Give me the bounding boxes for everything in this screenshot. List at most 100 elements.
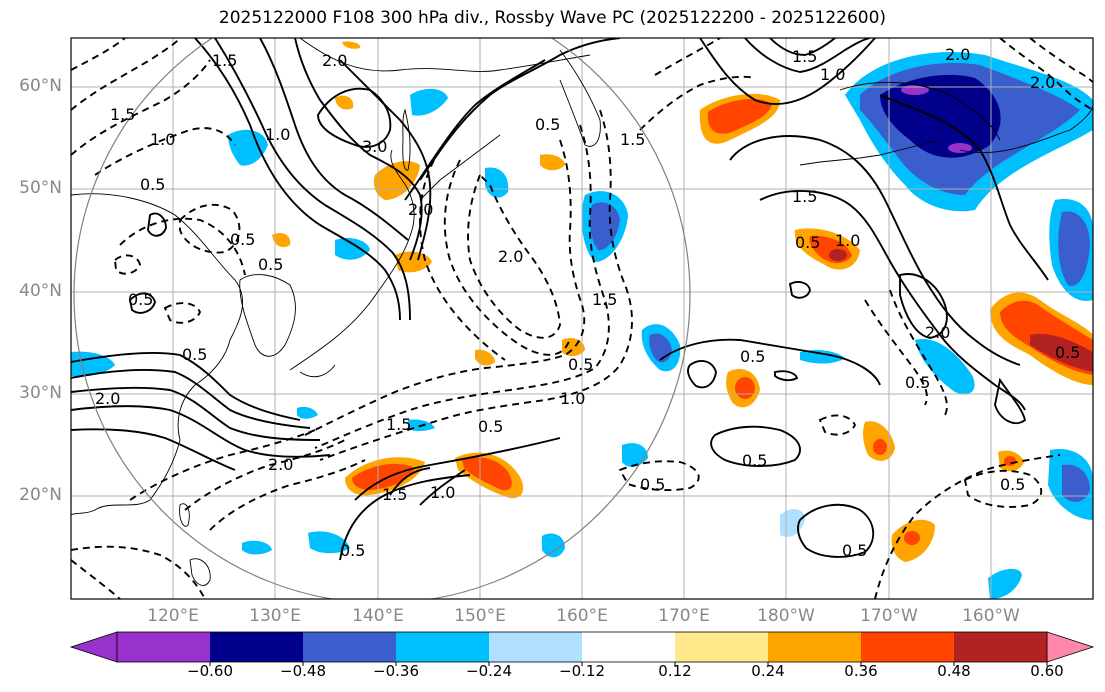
colorbar-tick-label: −0.36 — [373, 662, 419, 680]
lat-label: 40°N — [19, 281, 62, 301]
positive-div-area — [462, 457, 512, 491]
contour-line — [963, 469, 1043, 508]
contour-line — [114, 254, 141, 275]
coastline-kuril — [419, 134, 501, 201]
contour-line — [71, 38, 126, 71]
contour-line — [687, 360, 717, 389]
negative-div-area — [410, 88, 448, 116]
negative-div-area — [1058, 211, 1090, 286]
contour-line — [71, 59, 211, 156]
contour-line — [994, 377, 1027, 425]
colorbar-tick-label: −0.60 — [187, 662, 233, 680]
contour-line — [179, 203, 241, 254]
contour-line — [419, 149, 506, 361]
contour-label: 0.5 — [1055, 343, 1080, 362]
contour-line — [744, 38, 871, 73]
lon-label: 150°E — [454, 606, 506, 626]
contour-line — [443, 159, 571, 356]
contour-label: 0.5 — [905, 373, 930, 392]
contour-label: 0.5 — [842, 541, 867, 560]
contour-line — [879, 94, 1049, 281]
negative-div-area — [242, 540, 272, 555]
negative-div-area — [915, 339, 975, 395]
colorbar-swatch — [675, 632, 769, 662]
contour-line — [319, 109, 633, 461]
contour-line — [354, 437, 561, 501]
lon-label: 140°E — [352, 606, 404, 626]
colorbar-tick-label: 0.48 — [937, 662, 971, 680]
contour-line — [710, 425, 801, 467]
contour-label: 0.5 — [128, 290, 153, 309]
contour-label: 1.5 — [386, 415, 411, 434]
contour-label: 1.5 — [110, 105, 135, 124]
colorbar-tick-label: 0.36 — [844, 662, 878, 680]
contour-line — [259, 38, 409, 241]
lon-label: 170°E — [658, 606, 710, 626]
lat-label: 20°N — [19, 485, 62, 505]
negative-div-area — [542, 533, 565, 558]
contour-label: 0.5 — [258, 255, 283, 274]
coastline-korea — [239, 274, 296, 357]
contour-label: 0.5 — [742, 451, 767, 470]
lon-label: 160°E — [556, 606, 608, 626]
contour-label: 0.5 — [340, 541, 365, 560]
lon-label: 120°E — [147, 606, 199, 626]
map-grid — [71, 38, 1093, 599]
contour-label: 1.5 — [592, 290, 617, 309]
lat-label: 50°N — [19, 178, 62, 198]
contour-label: 0.5 — [478, 417, 503, 436]
coastline-taiwan — [179, 503, 190, 527]
colorbar-swatch — [861, 632, 955, 662]
contour-label: 1.0 — [430, 483, 455, 502]
contour-label: 2.0 — [1030, 73, 1055, 92]
contour-label: 0.5 — [795, 233, 820, 252]
projection-circle — [73, 38, 691, 599]
contour-line — [419, 38, 621, 181]
contour-label: 1.5 — [382, 485, 407, 504]
lon-label: 180°W — [757, 606, 815, 626]
colorbar-tick-label: −0.24 — [466, 662, 512, 680]
negative-div-area — [308, 531, 350, 554]
lon-label: 130°E — [249, 606, 301, 626]
contour-line — [71, 428, 236, 471]
contour-line — [788, 281, 811, 299]
negative-div-area — [988, 568, 1022, 599]
contour-line — [618, 460, 700, 492]
positive-div-area — [335, 95, 354, 110]
negative-div-area — [880, 74, 1001, 158]
contour-line — [797, 503, 875, 558]
contour-line — [194, 38, 401, 321]
contour-line — [314, 124, 610, 449]
contour-line — [163, 302, 202, 324]
contour-label: 1.5 — [792, 47, 817, 66]
contour-line — [71, 352, 301, 421]
colorbar-swatch — [582, 632, 676, 662]
colorbar-under-triangle — [69, 631, 118, 663]
contour-line — [71, 369, 311, 429]
negative-div-area — [1062, 464, 1090, 502]
contour-label: 0.5 — [640, 475, 665, 494]
contour-label: 0.5 — [230, 230, 255, 249]
contour-line — [184, 439, 346, 511]
colorbar-swatch — [117, 632, 211, 662]
map-frame — [70, 37, 1094, 600]
colorbar-tick-label: −0.12 — [559, 662, 605, 680]
contour-line — [119, 217, 246, 276]
positive-div-area — [873, 439, 887, 455]
contour-line — [128, 292, 156, 314]
contour-line — [774, 370, 799, 382]
contour-line — [94, 127, 236, 176]
contour-line — [729, 135, 1021, 366]
lat-label: 60°N — [19, 76, 62, 96]
negative-contours — [71, 38, 1093, 599]
colorbar-tick-label: 0.24 — [751, 662, 785, 680]
colorbar — [69, 631, 1095, 666]
contour-line — [654, 38, 721, 76]
positive-div-area — [707, 98, 772, 134]
contour-label: 1.0 — [560, 389, 585, 408]
colorbar-swatch — [768, 632, 862, 662]
positive-div-area — [1030, 333, 1093, 372]
positive-div-area — [342, 41, 361, 49]
contour-line — [209, 459, 366, 531]
